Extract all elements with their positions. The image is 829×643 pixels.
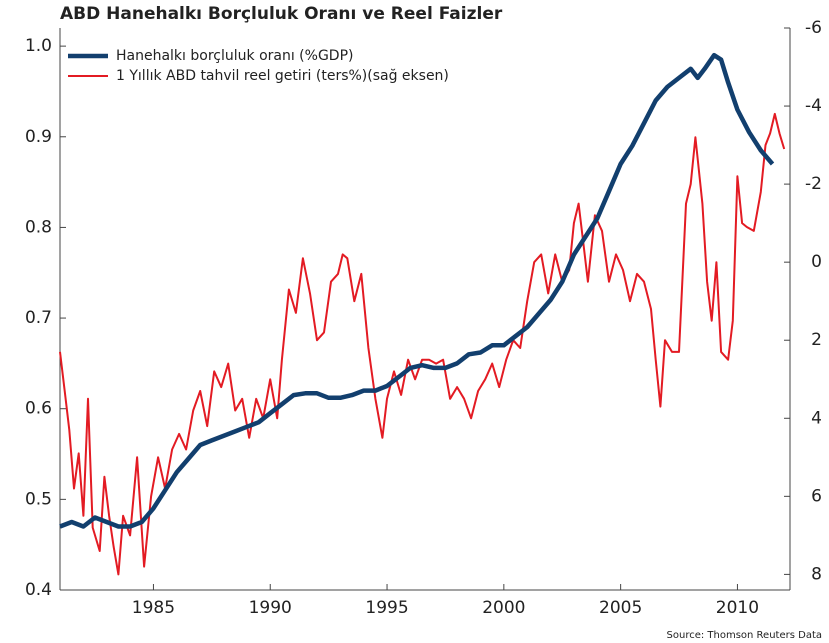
y-tick-label: 0.8 [25, 217, 52, 237]
legend-label: Hanehalkı borçluluk oranı (%GDP) [116, 48, 353, 64]
y2-tick-label: -4 [805, 96, 822, 116]
y2-tick-label: 2 [811, 330, 822, 350]
y2-tick-label: 0 [811, 252, 822, 272]
y2-tick-label: 4 [811, 408, 822, 428]
x-tick-label: 1995 [365, 598, 408, 618]
x-tick-label: 2000 [482, 598, 525, 618]
y2-tick-label: 6 [811, 486, 822, 506]
y-tick-label: 0.5 [25, 489, 52, 509]
x-tick-label: 2010 [716, 598, 759, 618]
series-line [59, 112, 786, 576]
chart-title: ABD Hanehalkı Borçluluk Oranı ve Reel Fa… [60, 4, 503, 24]
y-tick-label: 1.0 [25, 36, 52, 56]
y-tick-label: 0.4 [25, 580, 52, 600]
y2-tick-label: -6 [805, 18, 822, 38]
x-tick-label: 1990 [249, 598, 292, 618]
y-tick-label: 0.9 [25, 127, 52, 147]
series-line [59, 52, 775, 529]
y-tick-label: 0.6 [25, 399, 52, 419]
x-tick-label: 2005 [599, 598, 642, 618]
x-tick-label: 1985 [132, 598, 175, 618]
source-note: Source: Thomson Reuters Data [667, 630, 822, 641]
y2-tick-label: -2 [805, 174, 822, 194]
y-tick-label: 0.7 [25, 308, 52, 328]
y2-tick-label: 8 [811, 564, 822, 584]
legend-label: 1 Yıllık ABD tahvil reel getiri (ters%)(… [116, 68, 449, 84]
